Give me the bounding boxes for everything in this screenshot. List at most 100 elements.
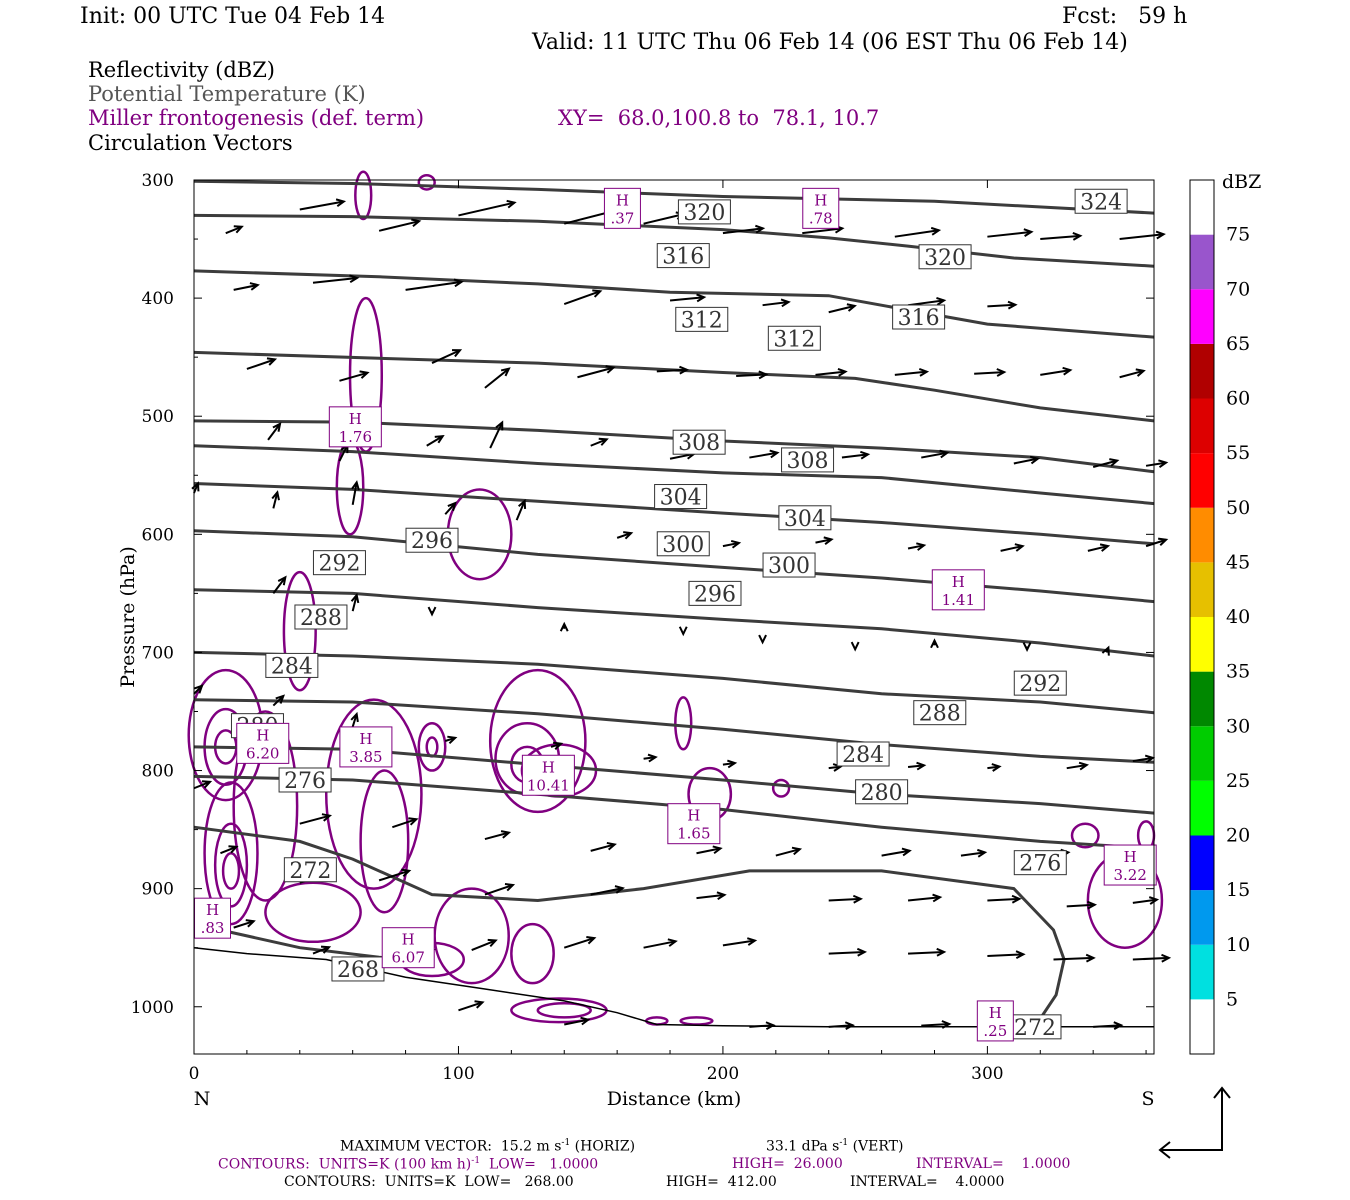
circulation-vector-0 [225, 225, 244, 235]
circulation-vector-104 [471, 938, 498, 951]
svg-text:276: 276 [1019, 852, 1061, 877]
svg-text:H: H [206, 901, 219, 919]
circulation-vector-48 [444, 501, 457, 515]
circulation-vector-102 [312, 945, 332, 955]
theta-label-17: 288 [294, 604, 348, 631]
colorbar-label-70: 70 [1226, 278, 1250, 300]
legend-potential-temperature: Potential Temperature (K) [88, 82, 366, 106]
y-tick-label-1: 400 [142, 289, 174, 309]
y-tick-label-2: 500 [142, 407, 174, 427]
theta-label-9: 304 [654, 484, 708, 511]
circulation-vector-119 [1093, 1021, 1124, 1030]
circulation-vector-9 [987, 228, 1034, 238]
svg-text:308: 308 [678, 431, 720, 456]
fronto-high-label-5: H3.85 [339, 726, 393, 768]
circulation-vector-1 [299, 198, 347, 211]
circulation-vector-92 [378, 868, 412, 882]
circulation-vector-60 [559, 621, 569, 632]
svg-text:1.76: 1.76 [339, 428, 372, 446]
circulation-vector-93 [484, 883, 516, 896]
fronto-high-label-0: H.37 [603, 187, 641, 229]
svg-text:.25: .25 [983, 1022, 1007, 1040]
theta-line-300 [193, 482, 1155, 546]
circulation-vector-110 [987, 950, 1026, 960]
circulation-vector-99 [1066, 900, 1098, 910]
svg-text:320: 320 [683, 201, 725, 226]
circulation-vector-77 [1066, 761, 1089, 771]
colorbar-label-20: 20 [1226, 825, 1250, 847]
colorbar-label-10: 10 [1226, 934, 1250, 956]
svg-text:308: 308 [787, 449, 829, 474]
theta-label-15: 292 [312, 550, 366, 577]
frontogenesis-contour-18 [488, 668, 587, 814]
theta-label-16: 292 [1013, 670, 1067, 697]
colorbar-swatch-5 [1190, 726, 1214, 781]
frontogenesis-contour-13 [324, 698, 423, 890]
circulation-vector-111 [1053, 953, 1096, 963]
fronto-high-label-11: H.25 [976, 1000, 1014, 1042]
contours-fronto-units: CONTOURS: UNITS=K (100 km h) [218, 1156, 472, 1173]
circulation-vector-58 [350, 592, 360, 612]
theta-line-288 [193, 650, 1155, 715]
circulation-vector-10 [1040, 232, 1083, 241]
circulation-vector-26 [656, 365, 690, 375]
circulation-vector-116 [828, 1021, 856, 1031]
theta-label-4: 312 [675, 306, 729, 333]
circulation-vector-46 [271, 490, 280, 509]
svg-text:276: 276 [284, 769, 326, 794]
colorbar-swatch-0 [1190, 999, 1214, 1054]
circulation-vector-50 [616, 531, 634, 540]
circulation-vector-55 [1087, 543, 1111, 552]
circulation-vector-67 [193, 684, 204, 695]
colorbar-swatch-10 [1190, 453, 1214, 508]
init-label: Init: 00 UTC Tue 04 Feb 14 [80, 4, 386, 29]
circulation-vector-52 [815, 536, 834, 546]
colorbar-frame [1189, 179, 1215, 1055]
svg-text:312: 312 [773, 327, 815, 352]
contours-theta-high: HIGH= 412.00 [666, 1174, 777, 1190]
svg-text:300: 300 [768, 554, 810, 579]
circulation-vector-98 [987, 894, 1022, 904]
circulation-vector-11 [1119, 230, 1166, 241]
circulation-vector-25 [577, 365, 616, 379]
theta-line-316 [193, 269, 1155, 339]
circulation-vector-40 [841, 450, 871, 460]
theta-label-5: 316 [892, 304, 946, 331]
theta-line-272 [193, 825, 1066, 1020]
colorbar-label-65: 65 [1226, 333, 1250, 355]
axis-orientation-icon [1158, 1086, 1231, 1159]
circulation-vector-45 [191, 481, 200, 494]
circulation-vector-31 [1040, 366, 1073, 376]
circulation-vector-97 [907, 893, 943, 903]
circulation-vector-85 [775, 846, 803, 857]
circulation-vector-101 [233, 919, 256, 929]
circulation-vector-22 [339, 370, 370, 382]
legend-miller-frontogenesis: Miller frontogenesis (def. term) [88, 106, 425, 130]
svg-text:6.20: 6.20 [246, 744, 279, 762]
svg-text:10.41: 10.41 [527, 776, 570, 794]
frontogenesis-contour-3 [335, 438, 365, 536]
theta-label-10: 304 [778, 505, 832, 532]
circulation-vector-74 [828, 763, 843, 772]
frontogenesis-contour-24 [771, 778, 791, 798]
theta-label-13: 296 [405, 527, 459, 554]
circulation-vector-28 [815, 368, 848, 377]
circulation-vector-66 [1101, 645, 1110, 656]
circulation-vector-82 [484, 830, 512, 841]
circulation-vector-18 [828, 303, 857, 314]
contours-theta-interval: INTERVAL= 4.0000 [850, 1174, 1005, 1190]
circulation-vector-27 [736, 370, 769, 380]
svg-text:H: H [542, 758, 555, 776]
colorbar-swatch-1 [1190, 944, 1214, 1000]
legend-xy-endpoints: XY= 68.0,100.8 to 78.1, 10.7 [558, 106, 880, 130]
colorbar-swatch-2 [1190, 890, 1214, 945]
frontogenesis-contour-16 [417, 722, 447, 772]
circulation-vector-83 [590, 841, 617, 852]
circulation-vector-81 [392, 817, 419, 829]
contours-fronto-line: CONTOURS: UNITS=K (100 km h)-1 LOW= 1.00… [218, 1156, 598, 1173]
axes: 300 400 500 600 700 800 900 1000 0 100 200 300 [131, 171, 1154, 1084]
frontogenesis-contour-22 [674, 696, 693, 751]
circulation-vector-76 [987, 763, 1002, 772]
fronto-high-label-9: H.83 [194, 897, 232, 939]
frontogenesis-contour-15 [264, 881, 362, 944]
